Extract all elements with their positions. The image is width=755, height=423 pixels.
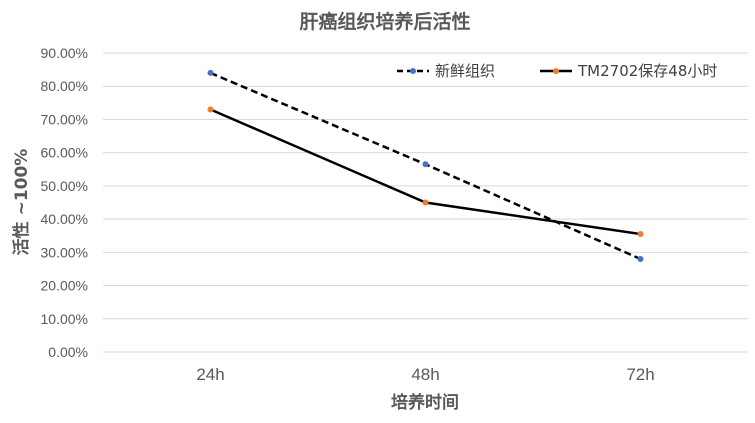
y-tick-label: 90.00% [41, 45, 88, 61]
y-tick-label: 50.00% [41, 178, 88, 194]
y-tick-label: 10.00% [41, 311, 88, 327]
x-tick-label: 24h [196, 365, 224, 384]
data-point [637, 231, 644, 238]
gridlines [103, 52, 748, 353]
legend-label: 新鲜组织 [435, 62, 495, 80]
x-axis-label: 培养时间 [391, 392, 459, 413]
legend-label: TM2702保存48小时 [577, 62, 717, 80]
legend: 新鲜组织 TM2702保存48小时 [397, 62, 717, 80]
data-point [422, 199, 429, 206]
data-point [637, 255, 644, 262]
series-line-2 [210, 108, 641, 236]
data-point [422, 161, 429, 168]
x-tick-label: 48h [411, 365, 439, 384]
data-point [207, 69, 214, 76]
legend-swatch-marker [553, 68, 559, 74]
y-tick-label: 60.00% [41, 145, 88, 161]
x-axis-ticks: 24h 48h 72h [196, 365, 654, 384]
y-axis-label: 活性 ~100% [11, 149, 32, 256]
y-tick-label: 0.00% [48, 344, 88, 360]
y-tick-label: 40.00% [41, 211, 88, 227]
y-tick-label: 30.00% [41, 244, 88, 260]
x-tick-label: 72h [626, 365, 654, 384]
data-point [207, 106, 214, 113]
chart-title: 肝癌组织培养后活性 [299, 10, 470, 33]
y-axis-ticks: 0.00% 10.00% 20.00% 30.00% 40.00% 50.00% 60.00… [41, 45, 88, 360]
legend-swatch-marker [410, 68, 416, 74]
y-tick-label: 20.00% [41, 278, 88, 294]
y-tick-label: 80.00% [41, 78, 88, 94]
y-tick-label: 70.00% [41, 111, 88, 127]
series-lines [207, 69, 644, 262]
